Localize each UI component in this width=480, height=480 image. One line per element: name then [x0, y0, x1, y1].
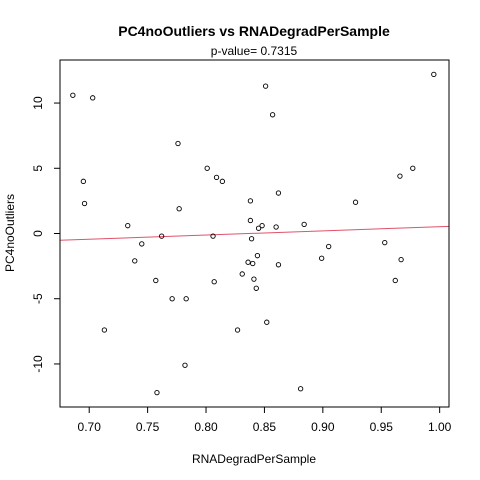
data-point: [169, 296, 175, 302]
data-point: [80, 178, 87, 184]
data-point: [297, 386, 304, 392]
data-point: [70, 92, 76, 98]
x-tick-label: 0.80: [194, 420, 218, 434]
data-point: [251, 276, 257, 282]
y-tick-label: -5: [31, 293, 45, 304]
data-point: [253, 285, 259, 291]
data-point: [275, 262, 282, 268]
plot-area: [59, 71, 450, 396]
data-point: [90, 95, 96, 101]
chart-title: PC4noOutliers vs RNADegradPerSample: [118, 23, 390, 39]
x-axis: 0.70 0.75 0.80 0.85 0.90 0.95 1.00: [78, 406, 452, 434]
data-point: [392, 277, 398, 284]
data-point: [259, 223, 265, 229]
data-point: [319, 255, 325, 261]
data-point: [175, 140, 181, 147]
data-point: [275, 190, 282, 196]
data-point: [210, 233, 216, 239]
data-point: [273, 224, 279, 230]
data-point: [183, 296, 189, 302]
data-point: [213, 174, 220, 181]
data-point: [182, 362, 188, 368]
data-point: [248, 236, 255, 242]
x-tick-label: 0.75: [136, 420, 160, 434]
y-axis: -10 -5 0 5 10: [31, 96, 61, 373]
y-axis-label: PC4noOutliers: [3, 194, 17, 272]
data-point: [262, 83, 269, 89]
data-point: [101, 327, 108, 333]
data-point: [132, 258, 138, 264]
x-tick-label: 0.85: [253, 420, 277, 434]
data-point: [176, 206, 182, 212]
data-point: [158, 233, 165, 239]
data-point: [154, 390, 160, 396]
data-point: [301, 221, 307, 228]
data-point: [397, 173, 403, 179]
data-point: [431, 71, 437, 77]
data-point: [269, 112, 276, 118]
data-point: [234, 327, 241, 333]
data-point: [250, 260, 256, 267]
x-tick-label: 0.95: [370, 420, 394, 434]
x-tick-label: 0.90: [311, 420, 335, 434]
data-point: [153, 277, 159, 284]
data-point: [139, 241, 145, 247]
data-point: [247, 217, 254, 224]
data-point: [382, 239, 388, 246]
x-tick-label: 0.70: [78, 420, 102, 434]
data-point: [254, 253, 261, 259]
data-point: [219, 178, 226, 184]
data-point: [352, 199, 359, 205]
data-point: [326, 243, 332, 250]
y-tick-label: 10: [31, 96, 45, 110]
y-tick-label: 5: [31, 165, 45, 172]
regression-line: [59, 225, 450, 241]
data-point: [255, 225, 262, 231]
data-point: [239, 271, 245, 277]
data-point: [81, 200, 88, 207]
chart-subtitle: p-value= 0.7315: [211, 44, 298, 58]
data-point: [247, 198, 254, 204]
data-point: [410, 165, 416, 171]
data-point: [211, 279, 217, 285]
data-point: [125, 223, 131, 229]
x-axis-label: RNADegradPerSample: [192, 452, 316, 466]
data-point: [398, 256, 404, 263]
data-point: [264, 319, 270, 325]
y-tick-label: -10: [31, 355, 45, 373]
x-tick-label: 1.00: [428, 420, 452, 434]
y-tick-label: 0: [31, 230, 45, 237]
data-point: [245, 259, 251, 265]
data-point: [204, 165, 210, 171]
